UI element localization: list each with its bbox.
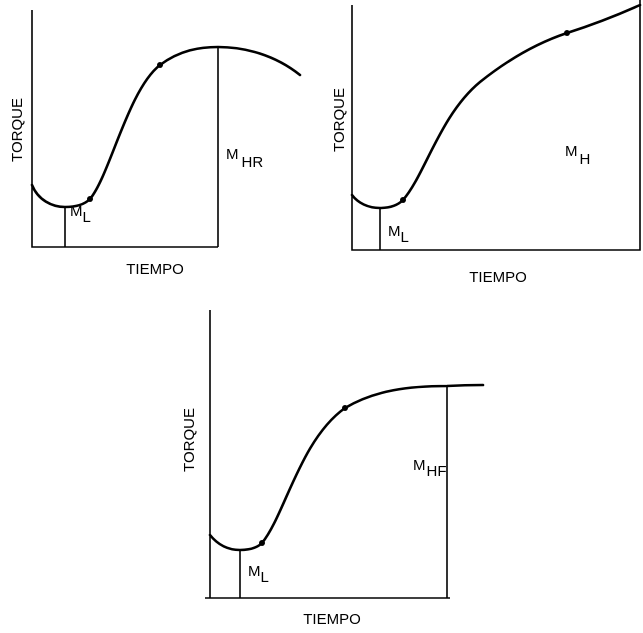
label-main: M [565, 143, 578, 160]
label-main: M [226, 146, 239, 163]
curve [350, 3, 642, 210]
dot [400, 197, 406, 203]
y-label: TORQUE [331, 88, 348, 152]
x-label: TIEMPO [303, 611, 361, 628]
label: MHF [413, 457, 447, 480]
curve [30, 45, 302, 209]
y-label: TORQUE [181, 408, 198, 472]
label-sub: H [580, 151, 591, 168]
label: ML [388, 223, 409, 246]
label-sub: HF [427, 463, 447, 480]
label: ML [248, 563, 269, 586]
axes [31, 10, 218, 248]
panel: TORQUE TIEMPO ML MHF [181, 310, 485, 628]
axes [351, 0, 641, 251]
x-label: TIEMPO [469, 269, 527, 286]
dot [259, 540, 265, 546]
dot [564, 30, 570, 36]
label: ML [70, 203, 91, 226]
label-main: M [413, 457, 426, 474]
label-main: M [70, 203, 83, 220]
panel: TORQUE TIEMPO ML M HR [9, 10, 302, 278]
label-main: M [248, 563, 261, 580]
dot [342, 405, 348, 411]
dot [157, 62, 163, 68]
label-sub: L [83, 209, 91, 226]
label-main: M [388, 223, 401, 240]
label-sub: L [261, 569, 269, 586]
y-label: TORQUE [9, 98, 26, 162]
label: M HR [226, 146, 263, 171]
dot [87, 196, 93, 202]
x-label: TIEMPO [126, 261, 184, 278]
axes [205, 310, 450, 599]
label-sub: L [401, 229, 409, 246]
label-sub: HR [242, 154, 264, 171]
